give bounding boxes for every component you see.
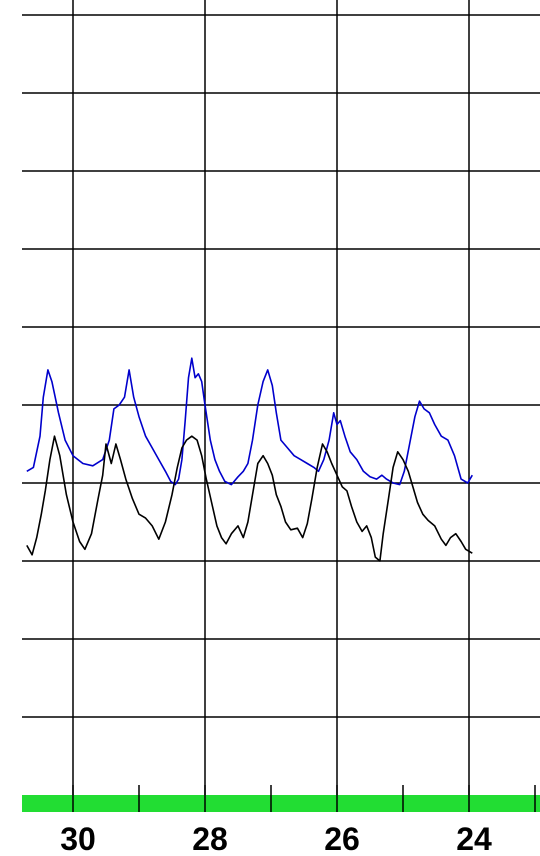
grid-lines <box>22 0 540 795</box>
series-line-1 <box>26 357 473 486</box>
x-tick-label: 30 <box>60 821 96 856</box>
series-line-2 <box>26 435 473 562</box>
x-axis-labels: 30 28 26 24 <box>60 821 492 856</box>
x-tick-label: 24 <box>456 821 492 856</box>
series-lines <box>26 357 473 562</box>
x-axis-bar <box>22 795 540 812</box>
x-axis-ticks <box>72 785 536 812</box>
x-tick-label: 26 <box>324 821 360 856</box>
x-tick-label: 28 <box>192 821 228 856</box>
